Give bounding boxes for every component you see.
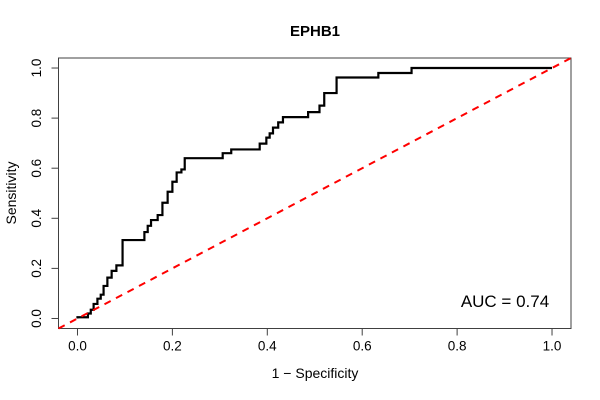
y-tick-label: 1.0 (29, 59, 44, 78)
y-axis-label: Sensitivity (3, 161, 19, 224)
y-tick-label: 0.4 (29, 208, 44, 227)
plot-area: 0.0 0.2 0.4 0.6 0.8 1.0 0.0 0.2 0.4 0.6 0.8 1.0 (29, 57, 572, 354)
x-tick-label: 0.8 (448, 339, 467, 354)
plot-box (58, 57, 572, 329)
x-axis-label: 1 − Specificity (272, 365, 359, 381)
x-tick-label: 1.0 (543, 339, 562, 354)
y-tick-label: 0.8 (29, 109, 44, 128)
chart-title: EPHB1 (290, 23, 340, 40)
y-tick-label: 0.2 (29, 259, 44, 278)
roc-curve-line (76, 66, 553, 319)
chance-diagonal-line (58, 57, 572, 330)
x-tick-label: 0.0 (68, 339, 87, 354)
x-tick-label: 0.6 (353, 339, 372, 354)
x-tick-label: 0.2 (163, 339, 182, 354)
auc-annotation: AUC = 0.74 (461, 292, 549, 311)
y-tick-label: 0.0 (29, 309, 44, 328)
y-tick-label: 0.6 (29, 159, 44, 178)
x-tick-label: 0.4 (258, 339, 277, 354)
